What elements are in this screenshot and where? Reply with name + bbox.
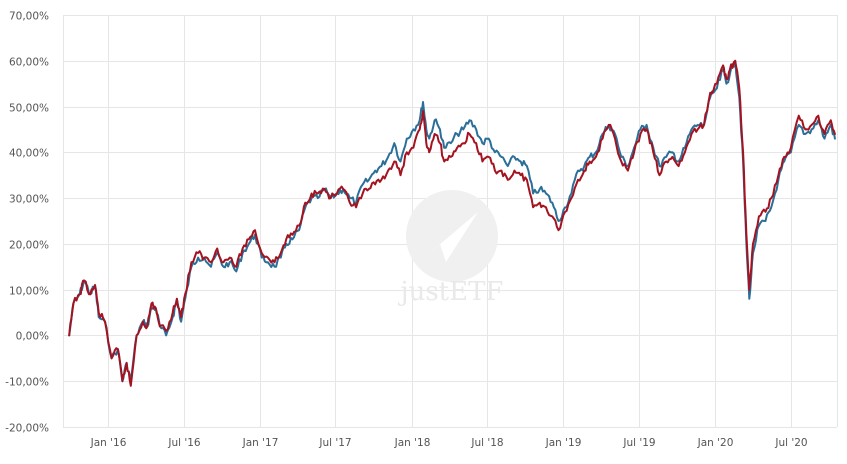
watermark-logo-text: justETF [398,277,504,307]
y-tick-label: 10,00% [9,286,49,298]
justetf-watermark: justETF [398,190,504,307]
x-tick-label: Jan '19 [545,437,582,449]
series-line-2 [68,59,836,387]
y-tick-label: -10,00% [5,377,49,389]
x-tick-label: Jul '20 [774,437,807,449]
y-tick-label: 30,00% [9,194,49,206]
series-layer [68,59,836,387]
y-tick-label: 50,00% [9,103,49,115]
x-tick-label: Jan '20 [697,437,734,449]
x-tick-label: Jan '17 [242,437,279,449]
y-tick-label: 20,00% [9,240,49,252]
x-tick-label: Jul '16 [167,437,201,449]
y-tick-label: 60,00% [9,57,49,69]
x-tick-label: Jul '17 [318,437,351,449]
watermark-arrow-icon [412,212,478,268]
x-tick-label: Jan '16 [90,437,127,449]
x-tick-label: Jul '18 [470,437,503,449]
y-tick-label: 0,00% [16,331,49,343]
x-tick-label: Jul '19 [622,437,655,449]
y-tick-label: -20,00% [5,423,49,435]
y-tick-label: 40,00% [9,148,49,160]
y-tick-label: 70,00% [9,11,49,23]
x-tick-label: Jan '18 [394,437,431,449]
axis-layer: -20,00% -10,00% 0,00% 10,00% 20,00% 30,00% 40,… [5,11,807,450]
